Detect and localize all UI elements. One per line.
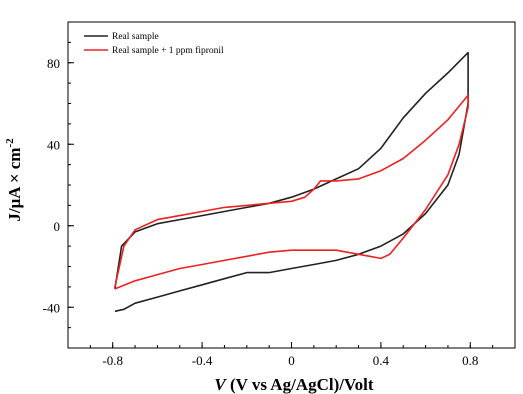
y-tick-label: 80 — [47, 56, 60, 71]
x-axis-var: V — [214, 375, 227, 394]
x-axis-title: V (V vs Ag/AgCl)/Volt — [214, 375, 374, 394]
legend: Real sample Real sample + 1 ppm fipronil — [84, 32, 224, 56]
y-tick-label: 0 — [54, 219, 61, 234]
y-axis-title: J/μA × cm-2 — [4, 138, 24, 222]
y-axis-sup: -2 — [4, 138, 16, 148]
y-axis-main: J/μA × cm — [5, 148, 24, 222]
x-tick-label: -0.8 — [102, 353, 123, 368]
x-tick-label: 0.8 — [462, 353, 478, 368]
x-tick-label: -0.4 — [192, 353, 213, 368]
series-layer — [114, 51, 469, 313]
legend-label-fipronil: Real sample + 1 ppm fipronil — [112, 45, 224, 56]
ticks-layer: -0.8 -0.4 0 0.4 0.8 -40 0 40 80 — [43, 21, 516, 368]
x-tick-label: 0 — [288, 353, 295, 368]
series-line-1 — [114, 94, 469, 290]
y-tick-label: -40 — [43, 300, 60, 315]
x-axis-units: (V vs Ag/AgCl)/Volt — [226, 375, 374, 394]
legend-label-real-sample: Real sample — [112, 32, 159, 42]
y-tick-label: 40 — [47, 137, 60, 152]
x-tick-label: 0.4 — [373, 353, 390, 368]
